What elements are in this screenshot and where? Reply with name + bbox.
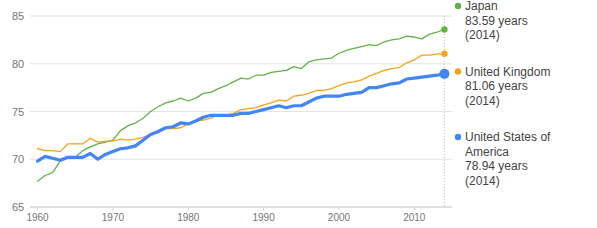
legend-annotation: (2014) [465, 94, 500, 108]
highlight-line [444, 16, 445, 207]
legend-annotation: 78.94 years [465, 159, 528, 173]
grid-line [30, 16, 452, 17]
y-tick-label: 75 [12, 106, 24, 118]
legend-label: United Kingdom [465, 65, 550, 79]
x-tick [414, 207, 415, 210]
x-tick-label: 1990 [252, 212, 275, 223]
legend-label: Japan [465, 0, 498, 13]
legend-annotation: (2014) [465, 174, 500, 188]
x-tick-label: 1970 [102, 212, 125, 223]
series-line [38, 74, 445, 161]
legend-annotation: 81.06 years [465, 79, 528, 93]
legend-marker [455, 3, 461, 9]
legend-label-line: Japan [465, 0, 498, 13]
x-axis-line [30, 207, 452, 208]
x-tick-label: 1980 [177, 212, 200, 223]
x-tick [188, 207, 189, 210]
x-tick [338, 207, 339, 210]
x-tick-label: 2000 [328, 212, 351, 223]
grid-line [30, 207, 452, 208]
plot-area [38, 26, 450, 181]
chart: 6570758085196019701980199020002010Japan8… [0, 0, 597, 228]
series-line [38, 29, 445, 181]
x-tick [37, 207, 38, 210]
legend-label-line: United States of [465, 130, 554, 144]
legend-marker [455, 68, 461, 74]
series-line [38, 54, 445, 152]
x-tick [263, 207, 264, 210]
x-tick-label: 2010 [403, 212, 426, 223]
y-tick-label: 70 [12, 153, 24, 165]
y-tick-label: 85 [12, 10, 24, 22]
y-tick-label: 80 [12, 58, 24, 70]
end-marker [439, 69, 449, 79]
end-marker [441, 26, 447, 32]
legend-label-line: America [465, 145, 509, 159]
grid-line [30, 63, 452, 64]
x-tick [112, 207, 113, 210]
legend-annotation: (2014) [465, 28, 500, 42]
y-tick-label: 65 [12, 201, 24, 213]
legend-label: United States of America [465, 130, 554, 159]
legend-label-line: United Kingdom [465, 65, 550, 79]
legend-marker [455, 134, 461, 140]
grid-line [30, 159, 452, 160]
end-marker [441, 50, 447, 56]
legend-annotation: 83.59 years [465, 14, 528, 28]
x-tick-label: 1960 [26, 212, 49, 223]
